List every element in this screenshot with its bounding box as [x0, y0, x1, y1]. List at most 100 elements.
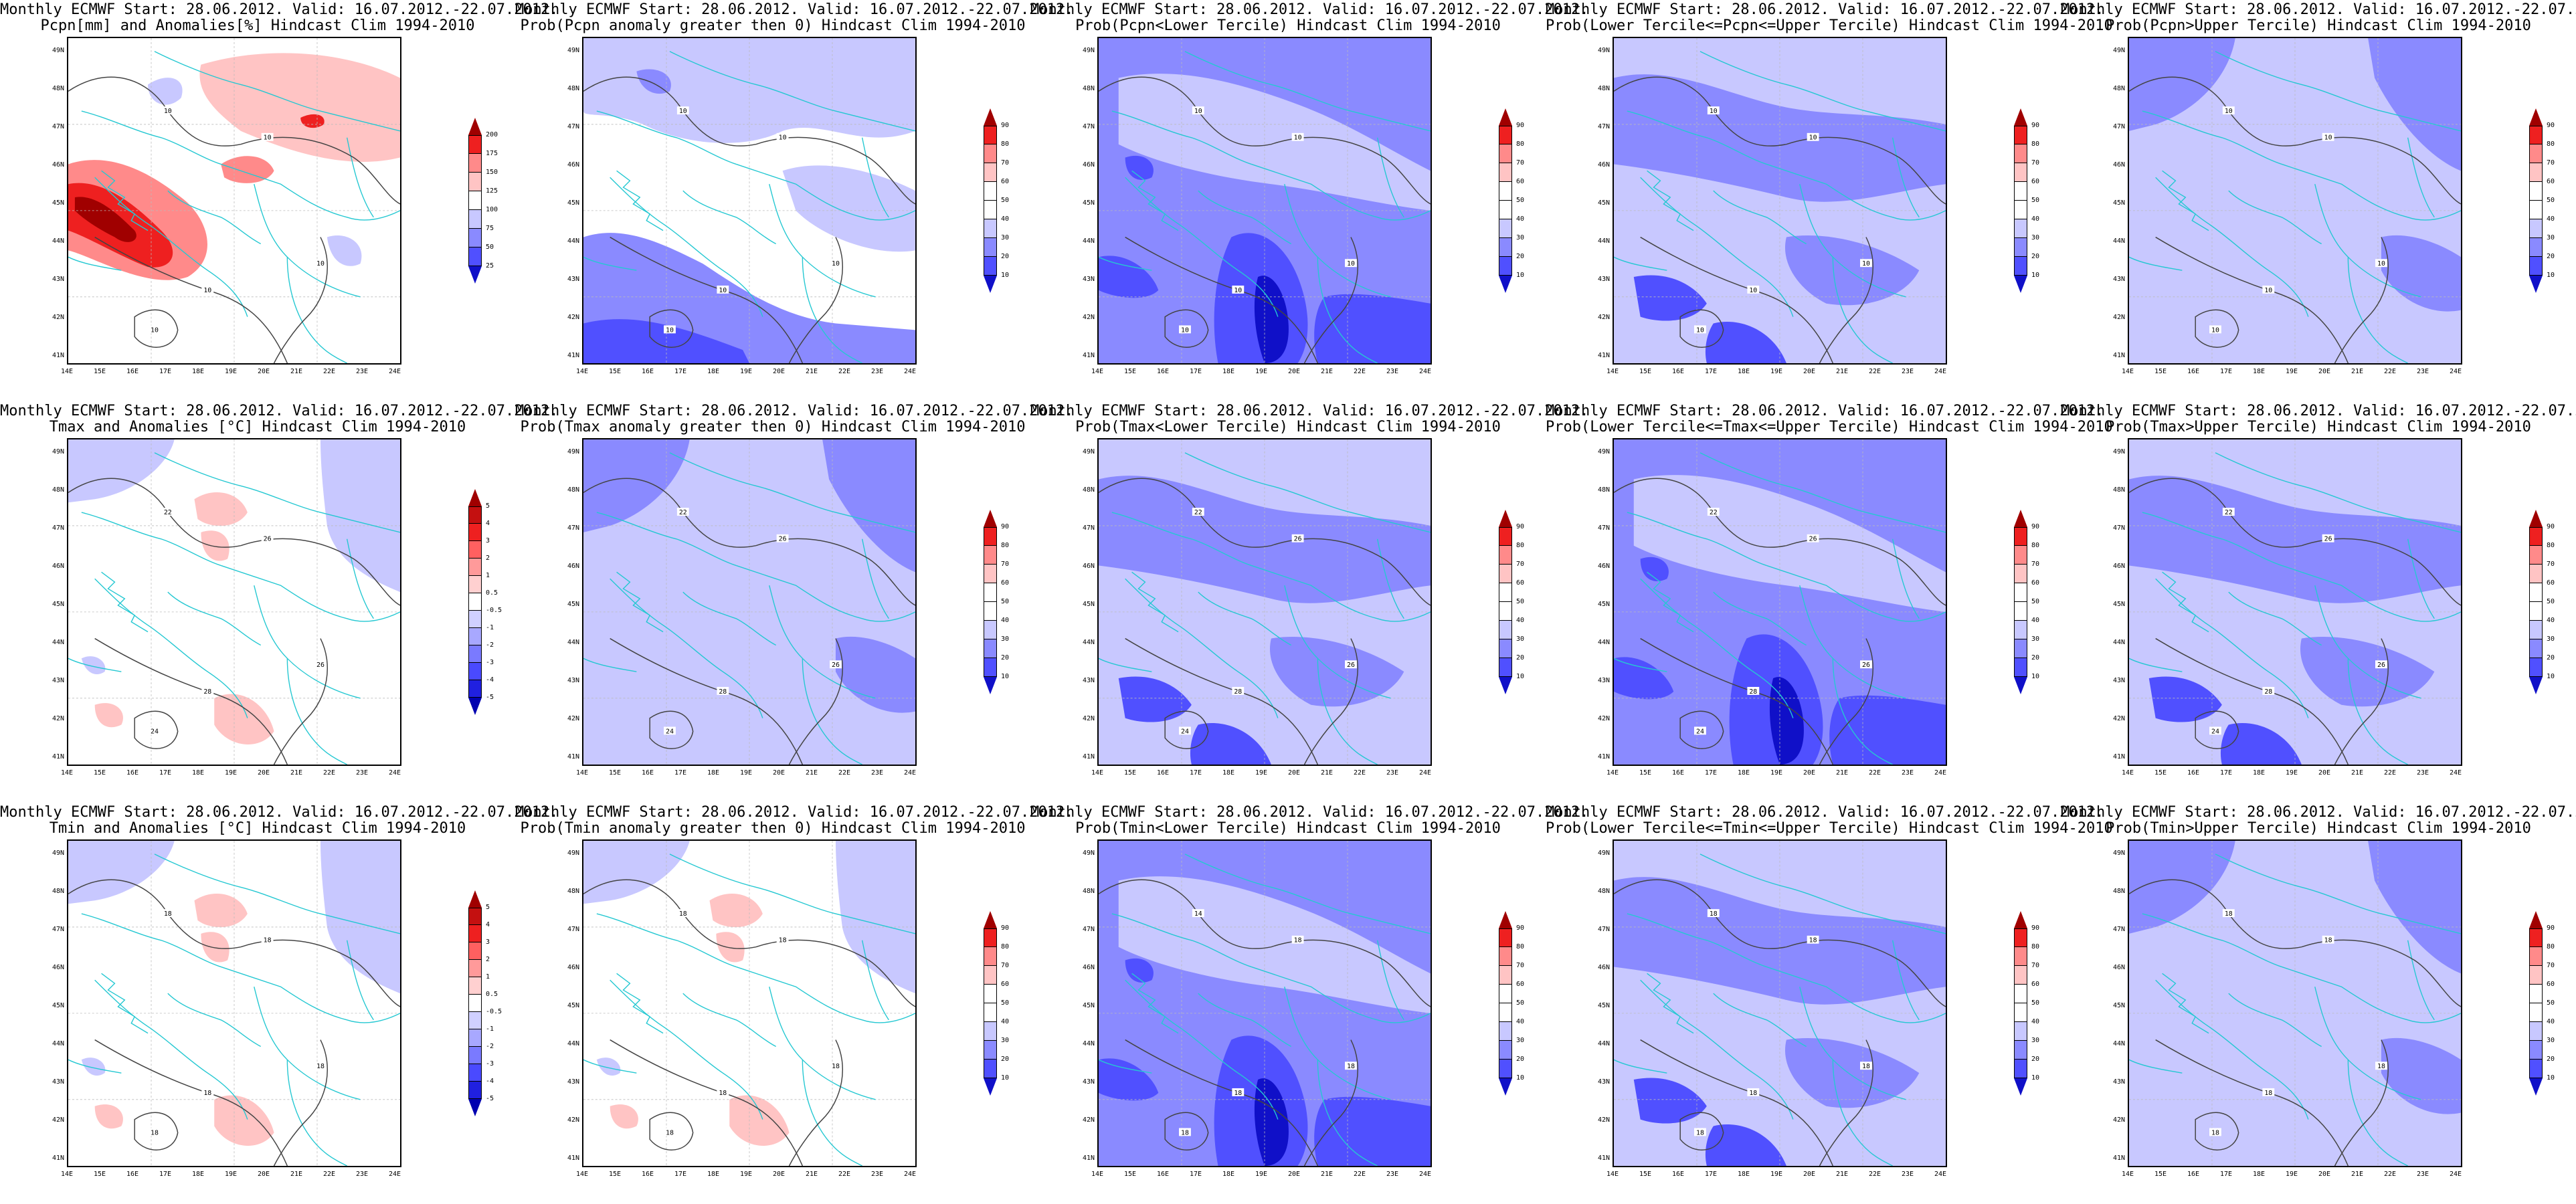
colorbar-tick-label: 25 — [486, 262, 494, 270]
contour-label: 26 — [1862, 662, 1870, 669]
latitude-label: 44N — [567, 1040, 579, 1047]
colorbar-segment — [1499, 219, 1512, 238]
colorbar-segment — [1499, 583, 1512, 602]
latitude-label: 48N — [2112, 85, 2125, 92]
contour-line — [1303, 638, 1358, 765]
latitude-label: 43N — [567, 276, 579, 283]
contour-label: 10 — [1234, 287, 1242, 294]
latitude-label: 49N — [2112, 448, 2125, 456]
latitude-label: 41N — [2112, 352, 2125, 359]
border-line — [94, 177, 248, 317]
latitude-label: 42N — [2112, 1116, 2125, 1124]
latitude-label: 43N — [2112, 1078, 2125, 1086]
colorbar-tick-label: 10 — [1001, 1074, 1010, 1082]
colorbar-segment — [2529, 163, 2543, 182]
longitude-label: 15E — [1123, 1171, 1137, 1178]
map-plot-area: 18 18 18 18 18 — [2128, 839, 2462, 1167]
latitude-label: 49N — [1082, 448, 1095, 456]
map-panel-p4: Monthly ECMWF Start: 28.06.2012. Valid: … — [1546, 0, 2113, 401]
shaded-region — [1314, 294, 1431, 363]
longitude-label: 19E — [1770, 1171, 1783, 1178]
longitude-label: 19E — [1255, 769, 1268, 777]
contour-line — [1819, 1039, 1873, 1166]
longitude-label: 23E — [1901, 368, 1914, 375]
map-plot-area: 22 26 28 26 24 — [2128, 438, 2462, 766]
colorbar-tick-label: 50 — [1516, 999, 1525, 1007]
longitude-label: 21E — [805, 1171, 818, 1178]
colorbar-segment — [1499, 1003, 1512, 1022]
latitude-label: 48N — [52, 888, 64, 895]
contour-label: 24 — [2211, 728, 2219, 735]
longitude-label: 16E — [126, 769, 139, 777]
colorbar-tick-label: 60 — [2547, 178, 2555, 185]
border-line — [616, 170, 664, 231]
longitude-label: 14E — [2121, 1171, 2134, 1178]
colorbar-segment — [2529, 621, 2543, 639]
longitude-label: 21E — [1320, 1171, 1333, 1178]
colorbar-tick-label: 80 — [2547, 943, 2555, 950]
latitude-label: 45N — [1597, 1002, 1610, 1009]
colorbar-segment — [468, 593, 482, 611]
longitude-label: 16E — [1671, 368, 1685, 375]
longitude-label: 14E — [60, 769, 74, 777]
longitude-label: 23E — [2416, 368, 2429, 375]
colorbar-segment — [1499, 527, 1512, 546]
contour-label-bg — [2209, 1128, 2221, 1136]
map-panel-p10: Monthly ECMWF Start: 28.06.2012. Valid: … — [2061, 401, 2576, 803]
contour-label: 18 — [1710, 910, 1718, 918]
border-line — [596, 512, 737, 567]
latitude-label: 41N — [567, 352, 579, 359]
latitude-label: 47N — [2112, 123, 2125, 130]
border-line — [1111, 512, 1252, 567]
colorbar-segment — [2014, 126, 2027, 144]
longitude-label: 19E — [224, 769, 238, 777]
panel-title-line2: Prob(Lower Tercile<=Pcpn<=Upper Tercile)… — [1546, 17, 2113, 34]
colorbar-max-triangle — [984, 911, 997, 928]
colorbar: 90 80 70 60 50 40 30 20 10 — [984, 911, 1009, 1096]
longitude-label: 22E — [1353, 769, 1366, 777]
longitude-label: 22E — [1353, 1171, 1366, 1178]
map-panel-p6: Monthly ECMWF Start: 28.06.2012. Valid: … — [0, 401, 558, 803]
latitude-label: 42N — [567, 715, 579, 722]
shaded-region — [81, 1058, 106, 1076]
contour-label-bg — [1807, 534, 1819, 542]
border-line — [2407, 137, 2435, 218]
latitude-label: 42N — [52, 314, 64, 321]
border-line — [1647, 170, 1694, 231]
colorbar-tick-label: 70 — [2547, 962, 2555, 969]
contour-line — [788, 1039, 843, 1166]
colorbar-segment — [984, 1022, 997, 1041]
longitude-label: 22E — [2383, 1171, 2397, 1178]
longitude-label: 14E — [60, 368, 74, 375]
longitude-label: 21E — [290, 769, 303, 777]
latitude-label: 42N — [52, 715, 64, 722]
longitude-label: 14E — [60, 1171, 74, 1178]
contour-label-bg — [2209, 726, 2221, 735]
contour-label-bg — [1707, 508, 1720, 516]
border-line — [1099, 658, 1152, 672]
border-line — [101, 571, 149, 633]
shaded-region — [729, 1095, 790, 1146]
latitude-label: 43N — [1597, 677, 1610, 684]
longitude-label: 16E — [1156, 1171, 1170, 1178]
longitude-label: 15E — [608, 769, 622, 777]
border-line — [1647, 973, 1694, 1034]
colorbar-tick-label: 30 — [2031, 635, 2040, 643]
border-line — [1640, 177, 1794, 317]
contour-line — [1303, 237, 1358, 363]
latitude-label: 42N — [1597, 314, 1610, 321]
colorbar-segment — [984, 966, 997, 985]
border-line — [2162, 571, 2209, 633]
colorbar-tick-label: 50 — [1516, 598, 1525, 605]
longitude-label: 23E — [355, 769, 369, 777]
colorbar-min-triangle — [2529, 1078, 2543, 1096]
shaded-region — [194, 492, 248, 526]
colorbar: 90 80 70 60 50 40 30 20 10 — [2529, 510, 2555, 694]
shaded-region — [2148, 676, 2222, 722]
shaded-region — [1640, 557, 1669, 582]
colorbar-tick-label: 20 — [2547, 654, 2555, 662]
border-line — [2347, 658, 2408, 765]
latitude-label: 47N — [52, 926, 64, 933]
longitude-label: 22E — [323, 368, 336, 375]
border-line — [1713, 190, 1807, 245]
